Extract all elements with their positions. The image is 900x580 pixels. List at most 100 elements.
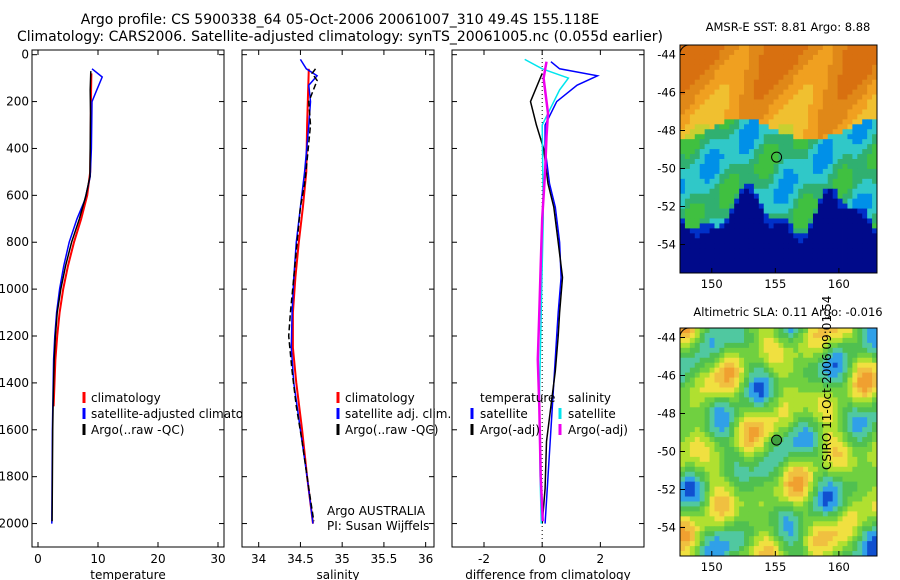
map-cell	[847, 124, 853, 130]
map-cell	[744, 397, 750, 403]
map-cell	[862, 129, 868, 135]
map-cell	[734, 357, 740, 364]
map-cell	[842, 268, 848, 274]
map-cell	[817, 337, 824, 344]
map-cell	[857, 496, 863, 502]
map-cell	[783, 109, 789, 115]
map-cell	[842, 149, 848, 155]
y-tick-label: 0	[21, 48, 29, 62]
map-cell	[837, 163, 843, 170]
map-cell	[822, 238, 829, 244]
map-cell	[739, 332, 745, 339]
map-cell	[709, 407, 715, 413]
map-cell	[847, 342, 853, 349]
map-cell	[704, 392, 710, 398]
map-cell	[709, 337, 715, 344]
map-cell	[758, 407, 765, 413]
map-cell	[689, 427, 696, 433]
map-cell	[872, 114, 878, 120]
map-cell	[753, 342, 760, 349]
map-cell	[778, 432, 784, 438]
map-cell	[704, 382, 710, 388]
map-cell	[753, 124, 760, 130]
map-cell	[699, 64, 706, 71]
map-cell	[793, 461, 799, 468]
map-cell	[753, 89, 760, 95]
map-cell	[852, 208, 858, 214]
map-cell	[773, 372, 779, 378]
map-cell	[847, 328, 853, 334]
map-cell	[842, 79, 848, 86]
map-cell	[763, 362, 770, 369]
map-cell	[680, 461, 686, 468]
map-cell	[847, 248, 853, 254]
map-cell	[714, 228, 720, 234]
map-cell	[812, 442, 819, 448]
map-cell	[739, 203, 745, 209]
map-cell	[773, 233, 779, 239]
map-cell	[699, 134, 706, 140]
map-cell	[857, 238, 863, 244]
map-cell	[837, 243, 843, 249]
map-cell	[768, 432, 774, 438]
map-cell	[739, 437, 745, 443]
map-cell	[699, 486, 706, 492]
map-cell	[862, 149, 868, 155]
map-cell	[689, 94, 696, 100]
map-cell	[753, 427, 760, 433]
map-cell	[778, 461, 784, 468]
map-cell	[768, 258, 774, 264]
map-cell	[689, 228, 696, 234]
map-cell	[763, 154, 770, 160]
map-cell	[862, 99, 868, 105]
map-cell	[837, 332, 843, 339]
map-cell	[699, 163, 706, 170]
map-cell	[822, 506, 829, 512]
x-tick-label: 10	[90, 552, 105, 566]
map-cell	[724, 168, 730, 175]
map-cell	[758, 178, 765, 185]
map-cell	[714, 74, 720, 81]
map-cell	[744, 104, 750, 110]
map-cell	[680, 332, 686, 339]
map-cell	[704, 238, 710, 244]
map-cell	[744, 407, 750, 413]
map-cell	[817, 481, 824, 488]
map-cell	[803, 64, 809, 71]
map-cell	[803, 253, 809, 259]
map-cell	[753, 461, 760, 468]
map-cell	[827, 213, 834, 219]
map-cell	[822, 451, 829, 458]
map-cell	[842, 54, 848, 61]
map-cell	[842, 228, 848, 234]
map-cell	[734, 233, 740, 239]
map-cell	[793, 104, 799, 110]
map-cell	[739, 268, 745, 274]
map-cell	[837, 154, 843, 160]
map-cell	[734, 546, 740, 552]
map-cell	[699, 511, 706, 517]
map-cell	[753, 64, 760, 71]
map-cell	[872, 159, 878, 165]
map-cell	[827, 208, 834, 214]
map-cell	[793, 526, 799, 532]
map-cell	[832, 69, 838, 76]
map-cell	[714, 163, 720, 170]
map-cell	[803, 476, 809, 483]
map-cell	[847, 213, 853, 219]
map-cell	[783, 248, 789, 254]
map-cell	[812, 159, 819, 165]
map-cell	[744, 124, 750, 130]
map-cell	[852, 198, 858, 205]
map-cell	[817, 491, 824, 497]
map-cell	[867, 49, 873, 56]
map-cell	[837, 45, 843, 51]
map-cell	[867, 382, 873, 388]
map-cell	[680, 114, 686, 120]
map-cell	[847, 104, 853, 110]
map-cell	[832, 74, 838, 81]
map-cell	[748, 198, 755, 205]
map-cell	[867, 188, 873, 195]
map-cell	[680, 193, 686, 200]
map-cell	[773, 188, 779, 195]
